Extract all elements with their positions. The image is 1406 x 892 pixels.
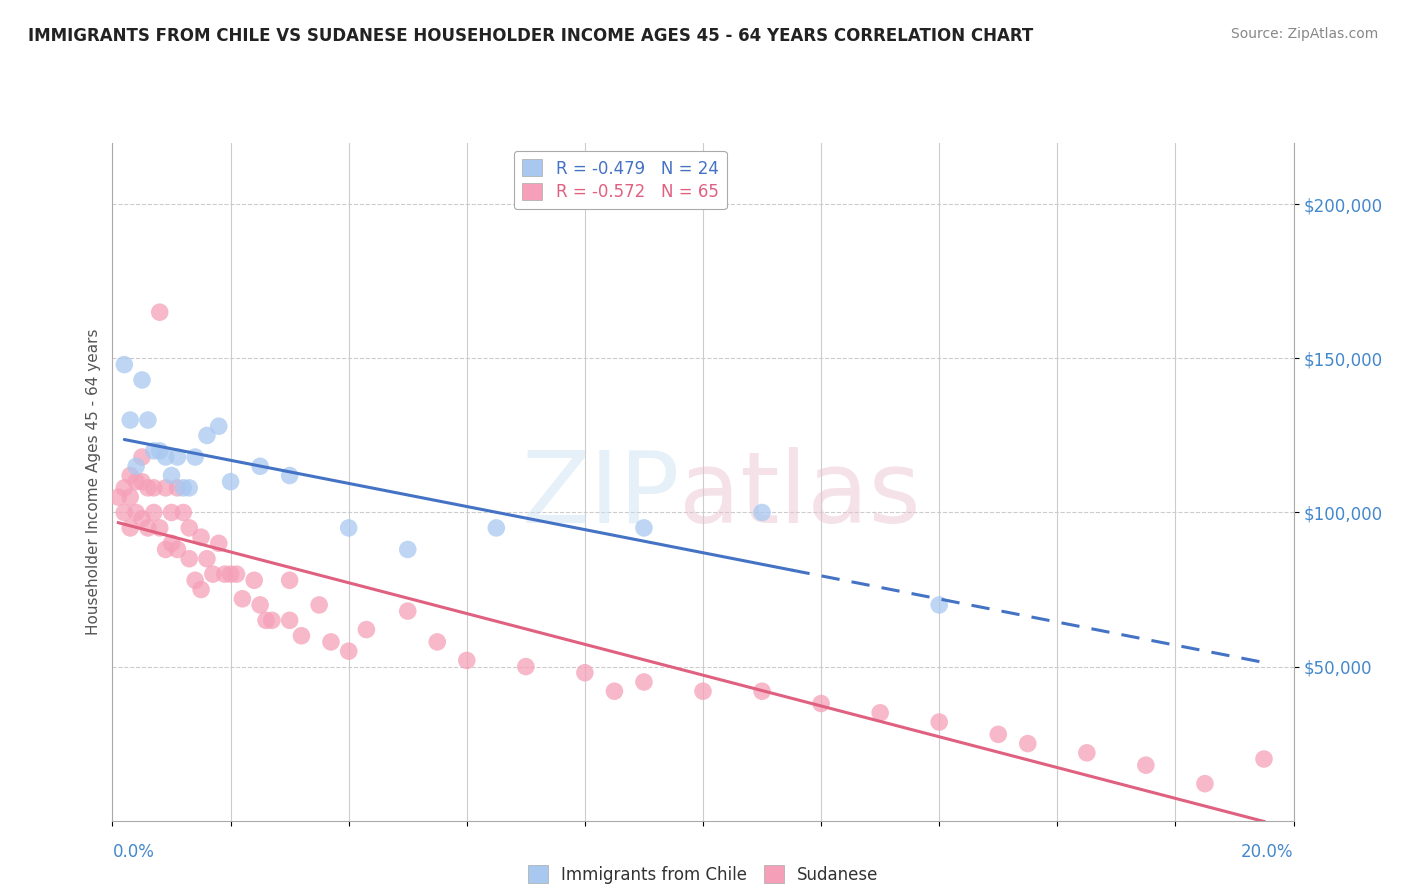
Point [1076,746,1098,760]
Point [219,567,242,582]
Point [219,475,242,489]
Point [603,684,626,698]
Point [172,506,194,520]
Point [131,475,153,489]
Point [243,574,266,588]
Point [136,521,159,535]
Point [155,542,177,557]
Y-axis label: Householder Income Ages 45 - 64 years: Householder Income Ages 45 - 64 years [86,328,101,635]
Point [155,450,177,464]
Point [149,305,172,319]
Text: IMMIGRANTS FROM CHILE VS SUDANESE HOUSEHOLDER INCOME AGES 45 - 64 YEARS CORRELAT: IMMIGRANTS FROM CHILE VS SUDANESE HOUSEH… [28,27,1033,45]
Point [751,684,773,698]
Text: 20.0%: 20.0% [1241,843,1294,861]
Point [107,490,129,504]
Point [112,481,135,495]
Point [155,481,177,495]
Point [928,598,950,612]
Point [249,598,271,612]
Point [136,481,159,495]
Point [260,613,283,627]
Point [136,413,159,427]
Point [160,468,183,483]
Point [120,521,142,535]
Text: 0.0%: 0.0% [112,843,155,861]
Point [278,574,301,588]
Point [149,443,172,458]
Point [142,481,165,495]
Point [214,567,236,582]
Text: Source: ZipAtlas.com: Source: ZipAtlas.com [1230,27,1378,41]
Point [149,521,172,535]
Point [120,490,142,504]
Point [120,413,142,427]
Point [290,629,312,643]
Point [184,574,207,588]
Point [131,511,153,525]
Point [987,727,1010,741]
Point [633,521,655,535]
Text: ZIP: ZIP [522,447,679,544]
Text: atlas: atlas [679,447,921,544]
Point [142,443,165,458]
Point [751,506,773,520]
Point [179,521,201,535]
Point [125,459,148,474]
Point [396,604,419,618]
Point [201,567,224,582]
Point [160,536,183,550]
Point [190,530,212,544]
Point [131,373,153,387]
Point [485,521,508,535]
Point [456,653,478,667]
Point [633,675,655,690]
Point [131,450,153,464]
Point [166,542,188,557]
Point [190,582,212,597]
Point [869,706,891,720]
Point [308,598,330,612]
Point [166,450,188,464]
Point [810,697,832,711]
Point [278,468,301,483]
Point [396,542,419,557]
Point [125,475,148,489]
Point [574,665,596,680]
Point [692,684,714,698]
Point [426,635,449,649]
Point [195,428,218,442]
Point [1194,777,1216,791]
Point [928,714,950,729]
Point [249,459,271,474]
Legend: Immigrants from Chile, Sudanese: Immigrants from Chile, Sudanese [522,859,884,890]
Point [208,536,231,550]
Point [184,450,207,464]
Point [1253,752,1275,766]
Point [337,644,360,658]
Point [179,481,201,495]
Point [195,551,218,566]
Point [120,468,142,483]
Point [319,635,342,649]
Point [112,506,135,520]
Point [278,613,301,627]
Point [208,419,231,434]
Point [112,358,135,372]
Point [142,506,165,520]
Point [231,591,253,606]
Point [356,623,378,637]
Point [515,659,537,673]
Point [225,567,247,582]
Point [125,506,148,520]
Point [179,551,201,566]
Point [1017,737,1039,751]
Point [337,521,360,535]
Point [254,613,277,627]
Point [166,481,188,495]
Point [172,481,194,495]
Point [1135,758,1157,772]
Point [160,506,183,520]
